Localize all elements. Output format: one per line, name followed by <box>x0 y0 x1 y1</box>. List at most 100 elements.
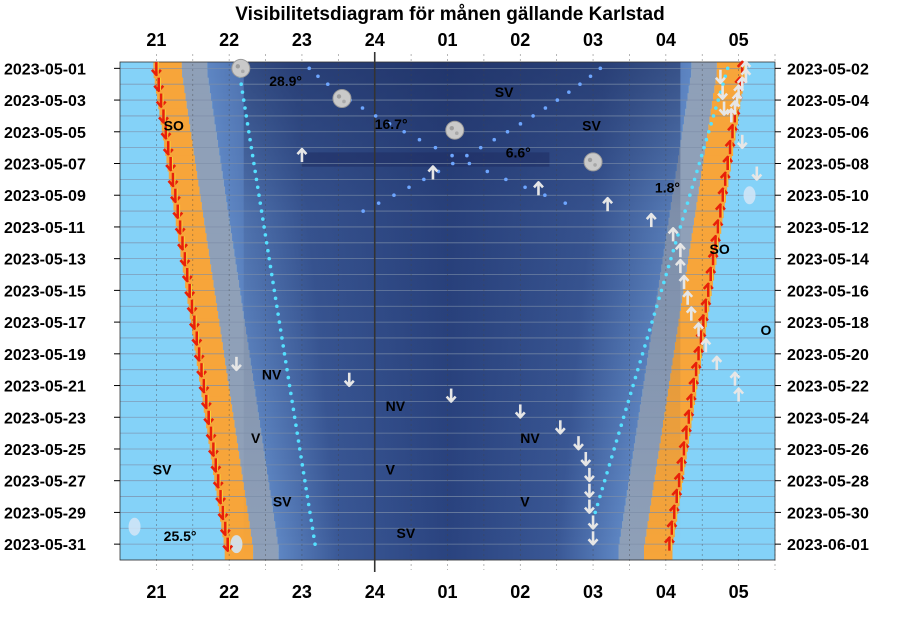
moonrise-arrow <box>674 258 686 274</box>
sunset-arrow-head <box>210 465 222 473</box>
sunset-arrow-head <box>222 544 234 552</box>
moon-path-dot <box>543 106 548 110</box>
moon-path-dot <box>422 177 426 182</box>
moonrise-arrow-head <box>682 290 694 298</box>
moon-path-dot <box>609 455 614 459</box>
sunrise-arrow <box>671 488 683 504</box>
moonrise-arrow-head <box>729 371 741 379</box>
sunset-twilight <box>176 225 206 234</box>
sunrise-arrow-head <box>678 441 690 449</box>
moon-path-dot <box>669 256 673 261</box>
moonset-arrow-head <box>736 141 748 150</box>
moon-path-dot <box>281 344 286 348</box>
moon-path-dot <box>316 74 320 79</box>
sunrise-twilight-fade <box>672 194 698 203</box>
sunrise-arrow <box>722 155 734 171</box>
moon-path-dot <box>268 264 273 269</box>
moonset-arrow-head <box>587 522 599 530</box>
sunset-twilight <box>189 311 219 320</box>
sunrise-twilight <box>711 100 741 110</box>
sunset-twilight <box>161 124 191 133</box>
moon-crater <box>449 125 454 131</box>
moon-path-dot <box>250 153 255 158</box>
axis-labels: 21 21 22 22 23 23 24 24 01 01 02 02 03 03 04 04 05 05 2023… <box>4 30 869 602</box>
hour-label-bottom: 05 <box>729 582 749 602</box>
sunrise-arrow <box>700 298 712 313</box>
sunset-twilight <box>157 93 186 102</box>
sunset-twilight <box>188 303 218 312</box>
sunset-twilight-fade <box>182 69 208 79</box>
sunset-arrow <box>172 204 184 219</box>
sunrise-twilight-fade <box>669 209 696 219</box>
date-label-right: 2023-05-02 <box>787 61 869 78</box>
sunrise-twilight <box>692 225 722 234</box>
sunset-arrow-head <box>200 402 212 410</box>
moonrise-arrow-head <box>700 338 712 346</box>
sunrise-twilight <box>674 342 704 351</box>
moon-path-dot <box>664 272 668 277</box>
sunset-twilight-fade <box>199 186 226 195</box>
sunrise-twilight <box>678 318 707 328</box>
moon-path-dot <box>263 233 268 237</box>
moon-path-dot <box>255 185 260 190</box>
date-label-right: 2023-05-10 <box>787 188 869 205</box>
date-label-right: 2023-05-08 <box>787 157 869 174</box>
moon-path-dot <box>543 193 547 198</box>
moon-path-dot <box>647 328 652 332</box>
sunset-arrow-head <box>188 322 200 330</box>
hour-label-top: 03 <box>583 30 603 50</box>
sunset-twilight-fade <box>218 311 244 320</box>
sunset-arrow <box>222 537 234 552</box>
sunset-twilight <box>202 396 232 405</box>
sunset-arrow-head <box>167 179 179 188</box>
moon-path-dot <box>450 153 454 158</box>
sunrise-twilight <box>685 272 715 281</box>
sunset-arrow <box>203 410 215 426</box>
sunset-arrow <box>153 77 165 93</box>
sunset-twilight <box>218 505 248 514</box>
sunset-twilight-fade <box>227 373 254 382</box>
sunset-twilight <box>182 264 212 273</box>
sunset-arrow-head <box>184 291 196 299</box>
moon-path-dot <box>283 359 288 364</box>
moonset-arrow-head <box>714 76 726 85</box>
sunset-arrow <box>160 125 172 140</box>
moon-path-dot <box>465 153 469 158</box>
moon-path-dot <box>299 455 303 459</box>
sunrise-arrow <box>712 219 724 234</box>
moon-path-dot <box>657 296 661 301</box>
sunset-twilight-fade <box>194 155 221 164</box>
sunrise-twilight-fade <box>680 139 706 149</box>
sunset-twilight <box>168 170 198 180</box>
moon-path-dot <box>257 193 261 198</box>
gridlines <box>119 52 776 572</box>
moon-path-dot <box>308 510 312 515</box>
sunset-arrow <box>169 188 181 204</box>
moon-path-dot <box>241 98 246 102</box>
sunset-twilight-fade <box>210 256 236 265</box>
direction-label: V <box>251 430 261 446</box>
moon-path-dot <box>292 415 297 420</box>
direction-label: SV <box>153 462 172 478</box>
sunset-arrow-head <box>203 417 215 426</box>
moonset-arrow <box>230 356 242 372</box>
moon-path-dot <box>607 463 612 467</box>
date-label-right: 2023-05-18 <box>787 315 869 332</box>
moon-path-dot <box>612 447 616 451</box>
moonrise-arrow-head <box>674 242 686 251</box>
moonset-arrow-head <box>343 379 355 387</box>
moonrise-arrow-head <box>711 355 723 363</box>
sunset-twilight-fade <box>212 272 238 281</box>
moon-path-dot <box>280 336 284 340</box>
moonrise-arrow <box>729 371 741 386</box>
moon-path-dot <box>239 82 243 87</box>
sunrise-arrow-head <box>724 139 736 148</box>
hour-label-top: 23 <box>292 30 312 50</box>
sunset-twilight-fade <box>221 334 248 343</box>
date-label-left: 2023-05-11 <box>4 220 85 237</box>
sunrise-twilight-fade <box>689 77 716 86</box>
moon-path-dot <box>678 225 683 229</box>
sunset-twilight-fade <box>220 326 247 335</box>
sunrise-twilight <box>704 147 734 156</box>
moon-path-dot <box>254 177 259 182</box>
